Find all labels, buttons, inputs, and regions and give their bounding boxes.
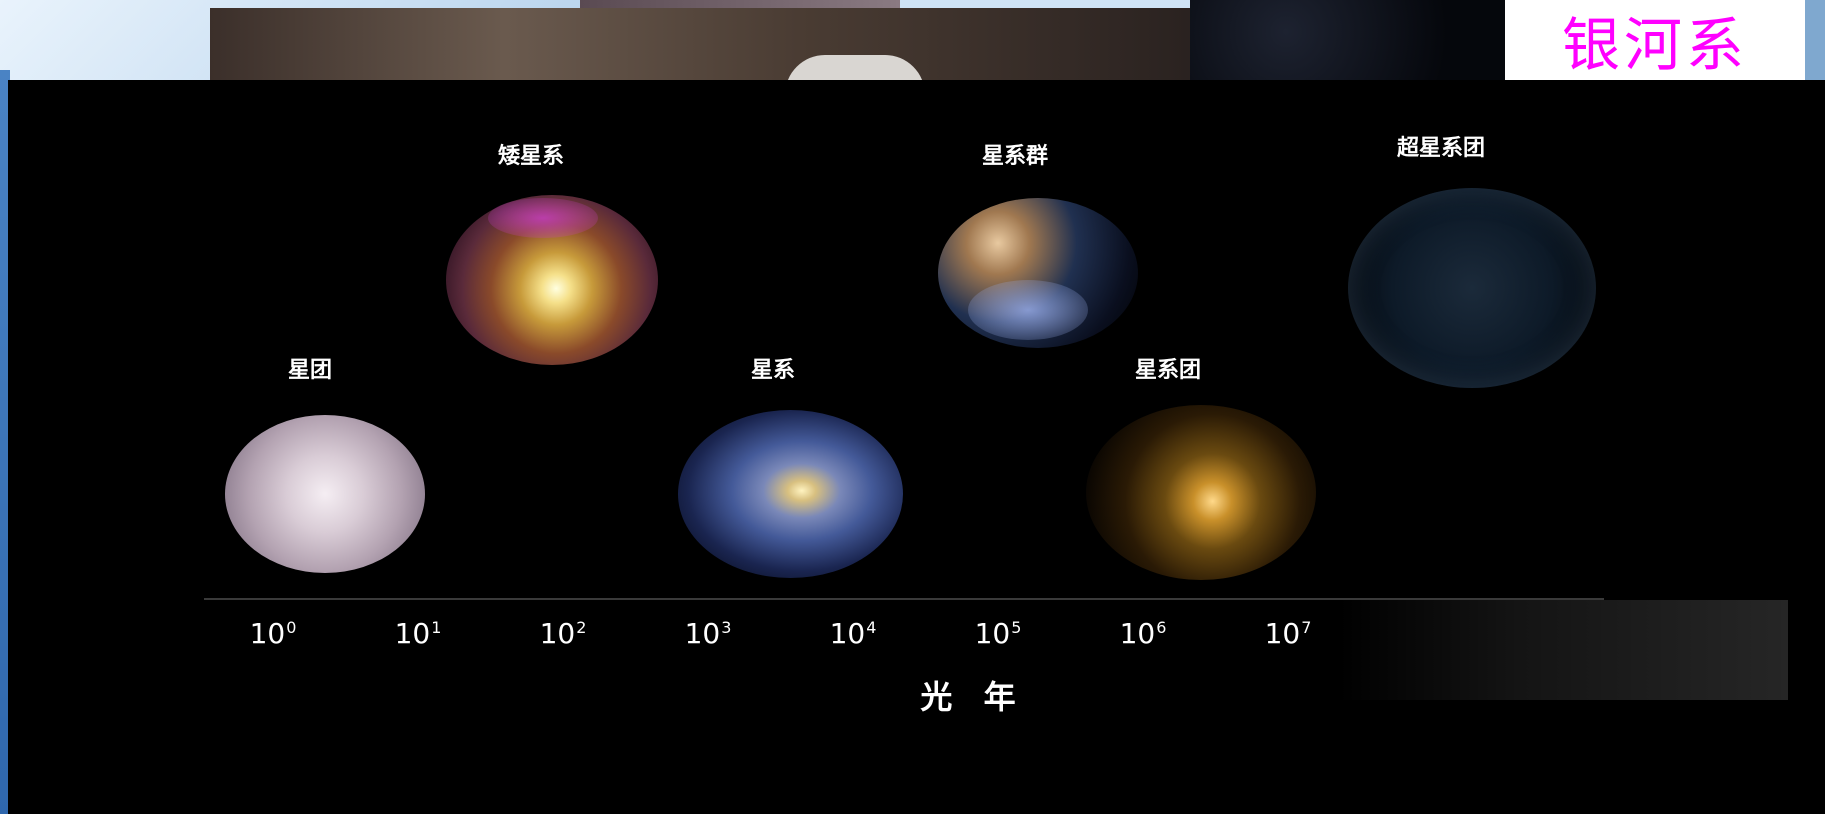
- watermark-overlay: [1338, 600, 1788, 700]
- background-photo-strip: [580, 0, 900, 10]
- scale-tick-2: 102: [539, 617, 587, 650]
- scale-tick-5: 105: [974, 617, 1022, 650]
- slide-left-edge: [0, 70, 10, 814]
- dwarf-galaxy-nebula: [488, 198, 598, 238]
- scale-tick-0: 100: [249, 617, 297, 650]
- scale-unit-label: 光 年: [920, 678, 1026, 716]
- scale-tick-3: 103: [684, 617, 732, 650]
- label-supercluster: 超星系团: [1396, 136, 1486, 161]
- background-space-photo: [1190, 0, 1510, 80]
- star-cluster-image: [225, 415, 425, 573]
- label-galaxy-group: 星系群: [981, 144, 1049, 169]
- galaxy-cluster-image: [1086, 405, 1316, 580]
- galaxy-group-blue-arm: [968, 280, 1088, 340]
- scale-tick-1: 101: [394, 617, 442, 650]
- slide-title: 银河系: [1561, 11, 1748, 79]
- label-star-cluster: 星团: [287, 358, 333, 383]
- title-box: [1505, 0, 1805, 80]
- scale-axis-line: [204, 598, 1604, 600]
- scale-tick-6: 106: [1119, 617, 1167, 650]
- galaxy-image: [678, 410, 903, 578]
- cosmic-scale-figure: 矮星系 星系群 超星系团 星团 星系 星系团 100 101 102 103 1…: [8, 80, 1825, 814]
- scale-tick-4: 104: [829, 617, 877, 650]
- label-galaxy-cluster: 星系团: [1134, 358, 1202, 383]
- background-observatory-photo: [210, 8, 1190, 83]
- label-dwarf-galaxy: 矮星系: [497, 144, 565, 169]
- supercluster-image: [1348, 188, 1596, 388]
- scale-tick-7: 107: [1264, 617, 1312, 650]
- label-galaxy: 星系: [750, 358, 796, 383]
